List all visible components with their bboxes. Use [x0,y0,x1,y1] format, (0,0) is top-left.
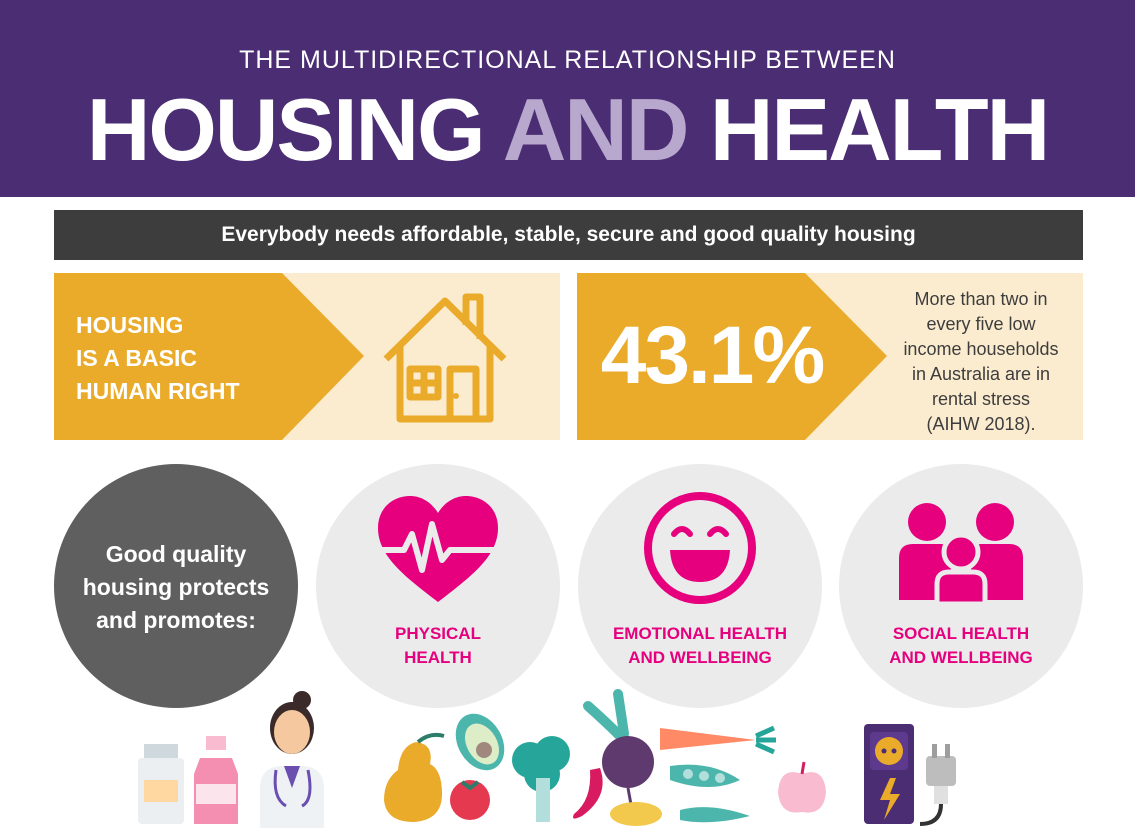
physical-health-label: PHYSICAL HEALTH [316,622,560,670]
social-health-label: SOCIAL HEALTH AND WELLBEING [839,622,1083,670]
rental-stress-panel: 43.1% More than two in every five low in… [577,273,1083,440]
header-subtitle: THE MULTIDIRECTIONAL RELATIONSHIP BETWEE… [239,46,896,74]
emotional-health-line-2: AND WELLBEING [628,648,772,667]
social-health-line-2: AND WELLBEING [889,648,1033,667]
stat-line-5: rental stress [931,389,1031,409]
physical-health-line-2: HEALTH [404,648,472,667]
stat-value: 43.1% [600,310,826,401]
gold-arrow-shape [54,273,364,440]
housing-line-1: HOUSING [76,312,184,338]
promotes-line-2: housing protects [82,574,270,600]
physical-health-circle: PHYSICAL HEALTH [316,464,560,708]
promotes-circle: Good quality housing protects and promot… [54,464,298,708]
promotes-text: Good quality housing protects and promot… [54,538,298,637]
emotional-health-line-1: EMOTIONAL HEALTH [612,624,788,643]
smiley-icon [644,492,756,604]
banner: Everybody needs affordable, stable, secu… [54,210,1083,260]
emotional-health-label: EMOTIONAL HEALTH AND WELLBEING [578,622,822,670]
housing-line-2: IS A BASIC [76,345,197,371]
title-and: AND [502,80,690,179]
emotional-health-circle: EMOTIONAL HEALTH AND WELLBEING [578,464,822,708]
stat-line-1: More than two in [914,289,1048,309]
title-health: HEALTH [709,80,1050,179]
header: THE MULTIDIRECTIONAL RELATIONSHIP BETWEE… [0,0,1135,197]
house-icon [383,293,507,423]
promotes-line-3: and promotes: [96,607,256,633]
social-health-line-1: SOCIAL HEALTH [892,624,1030,643]
housing-line-3: HUMAN RIGHT [76,378,240,404]
housing-right-panel: HOUSING IS A BASIC HUMAN RIGHT [54,273,560,440]
gold-arrow-shape-stat [577,273,887,440]
housing-right-text: HOUSING IS A BASIC HUMAN RIGHT [76,309,240,408]
heartbeat-icon [374,496,502,602]
stat-line-6: (AIHW 2018). [926,414,1036,434]
power-socket-illustration [864,724,956,826]
healthy-food-illustration [384,689,826,826]
medicine-doctor-illustration [138,691,324,828]
promotes-line-1: Good quality [105,541,247,567]
header-title: HOUSING AND HEALTH [0,80,1135,180]
family-icon [899,503,1023,604]
stat-line-3: income households [903,339,1059,359]
title-housing: HOUSING [86,80,486,179]
stat-description: More than two in every five low income h… [887,287,1075,437]
physical-health-line-1: PHYSICAL [395,624,481,643]
stat-line-4: in Australia are in [911,364,1051,384]
social-health-circle: SOCIAL HEALTH AND WELLBEING [839,464,1083,708]
stat-line-2: every five low [926,314,1036,334]
